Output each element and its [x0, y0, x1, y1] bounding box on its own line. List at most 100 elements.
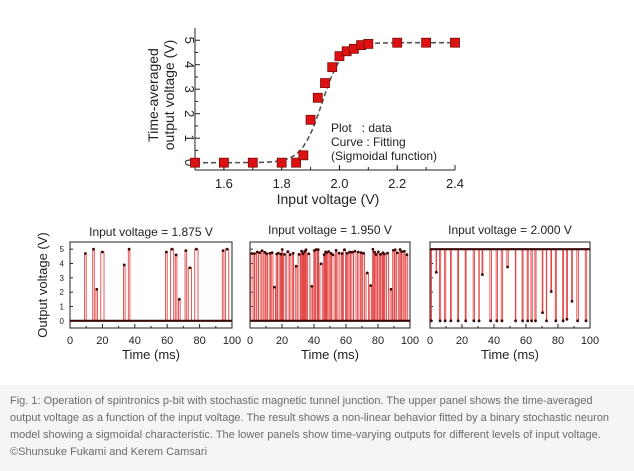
sample-dot: [184, 249, 188, 253]
panel-y-tick-label: 3: [60, 274, 65, 283]
panel-x-tick-label: 100: [223, 335, 241, 347]
sample-dot: [331, 253, 335, 257]
sample-dot: [276, 251, 280, 255]
panel-x-tick-label: 60: [340, 335, 352, 347]
sample-dot: [570, 299, 574, 303]
sample-dot: [301, 252, 305, 256]
voltage-trace: [250, 248, 410, 322]
top-x-tick-label: 2.4: [446, 176, 464, 191]
data-point: [450, 37, 460, 48]
data-point: [421, 37, 432, 48]
panel-x-tick-label: 100: [401, 335, 419, 347]
panel-1-xlabel: Time (ms): [122, 347, 180, 362]
sample-dot: [371, 247, 375, 251]
sample-dot: [286, 250, 290, 254]
sample-dot: [526, 319, 530, 323]
sample-dot: [270, 251, 274, 255]
sample-dot: [294, 264, 298, 268]
panel-3-title: Input voltage = 2.000 V: [448, 223, 572, 237]
voltage-trace: [70, 248, 232, 322]
data-point: [320, 78, 330, 88]
sample-dot: [340, 252, 344, 255]
sample-dot: [314, 248, 318, 251]
annotation-line-1: Plot : data: [331, 121, 392, 135]
top-y-tick-label: 2: [182, 110, 197, 117]
sample-dot: [500, 319, 504, 323]
sample-dot: [322, 253, 326, 257]
panel-x-tick-label: 20: [276, 335, 288, 347]
panel-2-title: Input voltage = 1.950 V: [268, 223, 392, 237]
sample-dot: [456, 319, 460, 323]
sample-dot: [268, 251, 272, 255]
sample-dot: [514, 319, 518, 323]
panel-x-tick-label: 40: [129, 335, 141, 347]
data-point: [190, 157, 200, 168]
panel-x-tick-label: 20: [96, 335, 108, 347]
sample-dot: [464, 319, 468, 323]
sample-dot: [288, 253, 292, 257]
sample-dot: [164, 250, 168, 254]
sample-dot: [554, 319, 558, 323]
top-y-tick-label: 5: [182, 37, 197, 44]
data-point: [218, 157, 229, 168]
voltage-trace: [430, 248, 590, 322]
top-x-tick-label: 1.6: [215, 176, 233, 191]
sample-dot: [402, 249, 406, 253]
figure-caption: Fig. 1: Operation of spintronics p-bit w…: [0, 385, 634, 471]
sample-dot: [481, 273, 484, 276]
sample-dot: [265, 252, 269, 256]
sample-dot: [263, 250, 267, 254]
sample-dot: [334, 249, 338, 252]
top-y-tick-label: 4: [182, 61, 197, 68]
sample-dot: [258, 251, 262, 255]
sample-dot: [253, 252, 256, 256]
sample-dot: [438, 319, 442, 323]
sample-dot: [584, 319, 588, 323]
sample-dot: [541, 311, 544, 315]
sample-dot: [379, 253, 383, 256]
sample-dot: [316, 248, 320, 252]
sample-dot: [304, 248, 308, 252]
sample-dot: [283, 253, 286, 256]
sample-dot: [576, 319, 580, 323]
data-point: [305, 114, 316, 125]
panel-y-tick-label: 2: [60, 288, 65, 297]
panel-x-tick-label: 0: [427, 335, 433, 347]
top-ylabel-line1: Time-averaged: [145, 48, 161, 142]
top-chart: Time-averaged output voltage (V) Input v…: [145, 28, 464, 207]
top-annotation: Plot : data Curve : Fitting (Sigmoidal f…: [331, 121, 437, 163]
sample-dot: [477, 319, 481, 323]
data-point: [327, 62, 338, 73]
sample-dot: [434, 270, 438, 274]
sample-dot: [95, 287, 99, 291]
top-xlabel: Input voltage (V): [277, 191, 380, 207]
top-y-tick-label: 1: [182, 135, 197, 142]
panel-x-tick-label: 80: [193, 335, 205, 347]
sample-dot: [122, 263, 126, 267]
panel-x-tick-label: 80: [372, 335, 384, 347]
sample-dot: [343, 248, 346, 252]
sample-dot: [194, 247, 198, 251]
data-point: [291, 157, 302, 168]
panel-x-tick-label: 60: [161, 335, 173, 347]
sample-dot: [319, 262, 323, 266]
data-point: [312, 92, 323, 103]
panel-2-xlabel: Time (ms): [301, 347, 359, 362]
sample-dot: [495, 319, 499, 323]
panel-y-tick-label: 1: [60, 303, 65, 312]
chart-area: Time-averaged output voltage (V) Input v…: [35, 28, 599, 362]
top-x-tick-label: 1.8: [273, 176, 291, 191]
sample-dot: [405, 253, 409, 257]
sample-dot: [383, 252, 386, 256]
caption-text: Fig. 1: Operation of spintronics p-bit w…: [10, 395, 610, 458]
sample-dot: [101, 250, 104, 254]
data-point: [298, 150, 309, 161]
sample-dot: [521, 319, 524, 323]
data-point: [276, 157, 287, 168]
sample-dot: [325, 251, 328, 254]
panel-x-tick-label: 0: [67, 335, 73, 347]
sample-dot: [386, 251, 389, 255]
sample-dot: [327, 250, 331, 253]
panel-1: Input voltage = 1.875 V Time (ms) Output…: [35, 225, 241, 362]
sample-dot: [250, 252, 254, 255]
